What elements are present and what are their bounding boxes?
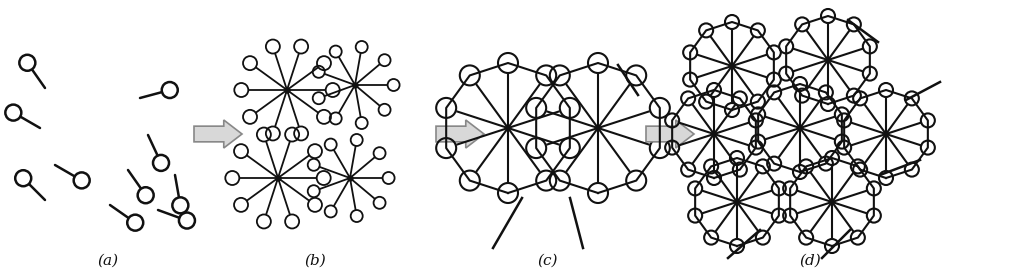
Text: (b): (b) — [304, 254, 326, 268]
Polygon shape — [194, 120, 242, 148]
Polygon shape — [646, 120, 694, 148]
Polygon shape — [436, 120, 484, 148]
Text: (c): (c) — [538, 254, 558, 268]
Text: (a): (a) — [97, 254, 119, 268]
Text: (d): (d) — [799, 254, 821, 268]
